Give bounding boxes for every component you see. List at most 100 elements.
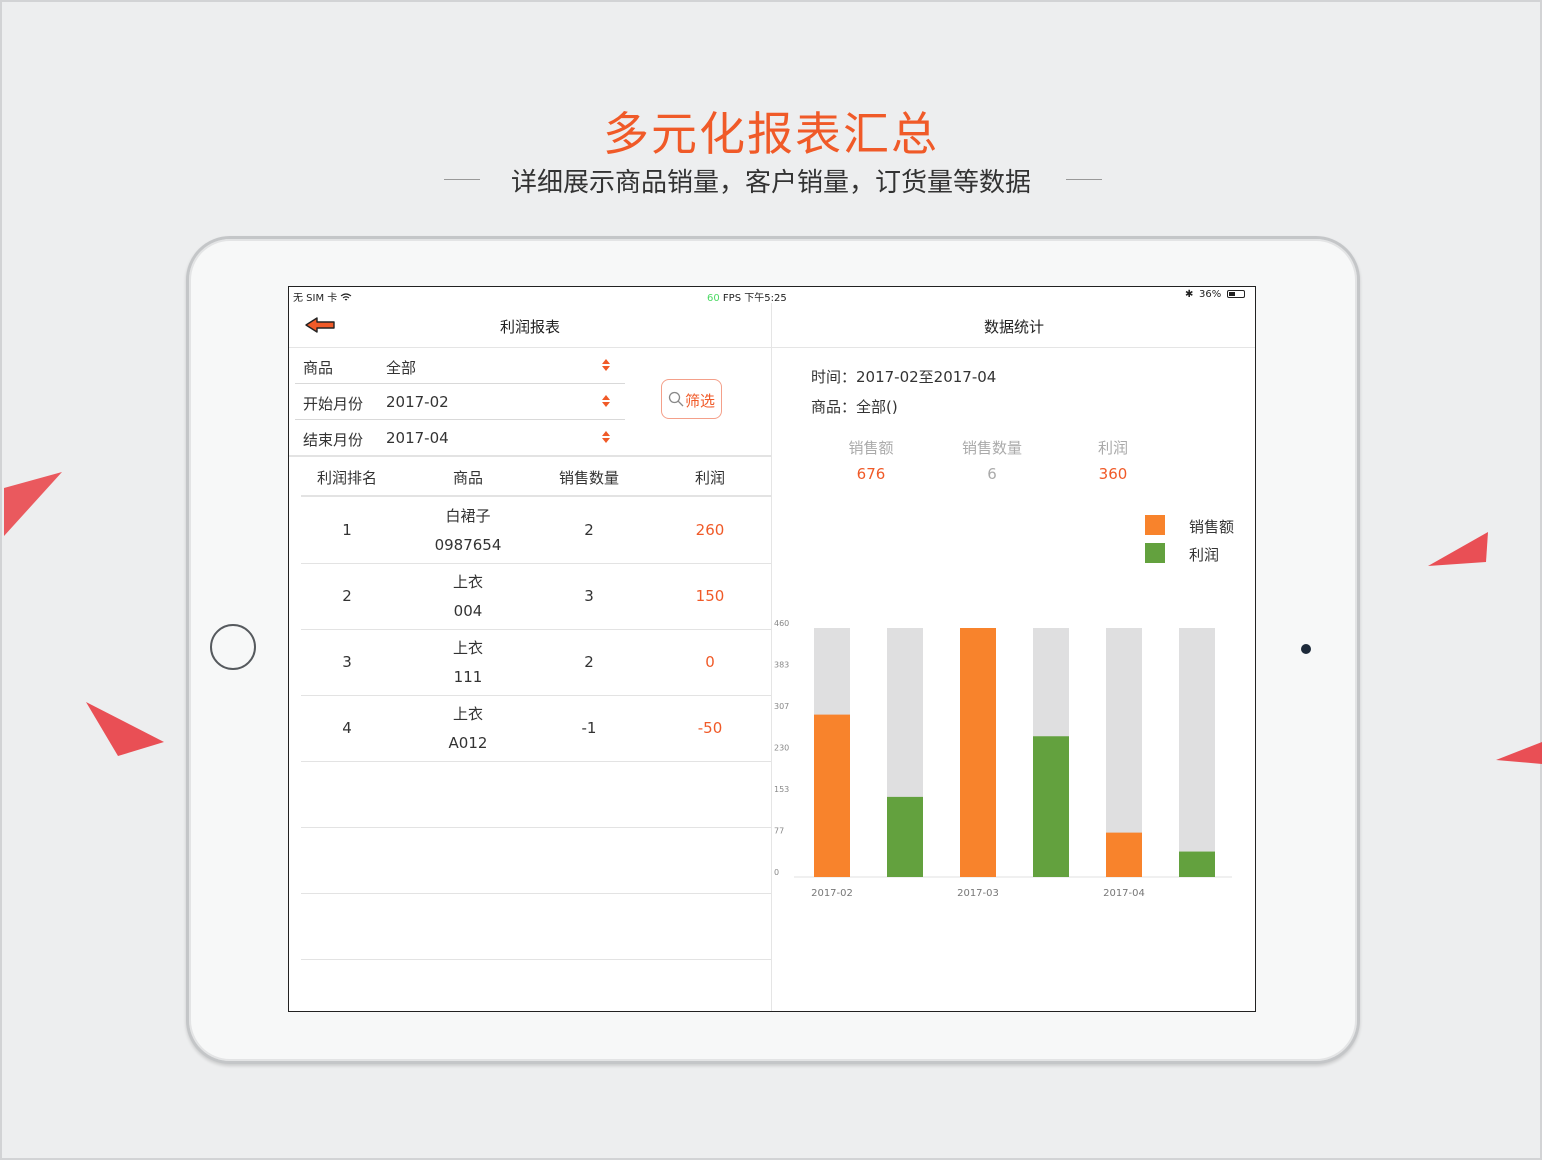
- sort-arrows-icon: [602, 359, 610, 371]
- y-tick-label: 77: [774, 827, 784, 836]
- carrier-text: 无 SIM 卡: [293, 289, 352, 304]
- data-statistics-panel: 数据统计 时间：2017-02至2017-04 商品：全部() 销售额 销售数量…: [772, 303, 1255, 1011]
- bluetooth-icon: ✱: [1185, 289, 1194, 300]
- row-divider: [301, 761, 771, 762]
- status-bar: 无 SIM 卡 60 FPS 下午5:25 ✱ 36%: [289, 287, 1255, 304]
- legend-label-sales: 销售额: [1189, 518, 1235, 536]
- filter-search-button[interactable]: 筛选: [661, 379, 722, 419]
- y-tick-label: 230: [774, 744, 789, 753]
- back-arrow-icon[interactable]: [305, 315, 337, 335]
- stat-label-sales: 销售额: [848, 439, 894, 457]
- filter-label: 开始月份: [303, 395, 364, 413]
- bar-profit: [887, 796, 923, 877]
- bar-sales: [814, 714, 850, 877]
- filter-value: 2017-02: [386, 393, 449, 411]
- y-tick-label: 153: [774, 785, 789, 794]
- tablet-screen: 无 SIM 卡 60 FPS 下午5:25 ✱ 36% 利润报表 商品 全部 开…: [288, 286, 1256, 1012]
- cell-product-code: 0987654: [434, 536, 502, 554]
- y-tick-label: 460: [774, 619, 789, 628]
- legend-swatch-sales: [1145, 515, 1165, 535]
- filter-label: 结束月份: [303, 431, 364, 449]
- battery-percent: 36%: [1199, 289, 1222, 300]
- battery-icon: [1227, 290, 1245, 298]
- stat-value-profit: 360: [1098, 465, 1128, 483]
- sales-profit-bar-chart: 460 383 307 230 153 77 0 2017-02 2017-03 2017-04: [774, 619, 1232, 899]
- stat-label-profit: 利润: [1097, 439, 1128, 457]
- stat-value-sales: 676: [856, 465, 886, 483]
- time-range-text: 时间：2017-02至2017-04: [811, 368, 997, 386]
- hero-title: 多元化报表汇总: [603, 107, 939, 161]
- wifi-icon: [341, 293, 352, 301]
- x-tick-label: 2017-04: [1103, 888, 1145, 899]
- row-divider: [301, 695, 771, 696]
- cell-product-name: 上衣: [452, 573, 483, 591]
- cell-profit: 260: [695, 521, 725, 539]
- y-tick-label: 0: [774, 868, 779, 877]
- cell-rank: 3: [342, 653, 352, 671]
- x-tick-label: 2017-03: [957, 888, 999, 899]
- hero-subtitle: 详细展示商品销量，客户销量，订货量等数据: [510, 168, 1031, 198]
- search-button-label: 筛选: [685, 392, 716, 410]
- bar-profit: [1033, 736, 1069, 877]
- panel-title: 数据统计: [983, 318, 1044, 336]
- cell-product-code: A012: [448, 734, 488, 752]
- fps-time: 60 FPS 下午5:25: [707, 293, 787, 304]
- cell-product-name: 白裙子: [445, 507, 491, 525]
- legend-swatch-profit: [1145, 543, 1165, 563]
- row-divider: [301, 959, 771, 960]
- front-camera: [1301, 644, 1311, 654]
- filter-divider: [289, 455, 771, 457]
- filter-value: 2017-04: [386, 429, 449, 447]
- bar-sales: [1106, 832, 1142, 877]
- page-title: 利润报表: [499, 318, 560, 336]
- filter-end-month[interactable]: 结束月份 2017-04: [295, 420, 625, 455]
- sort-arrows-icon: [602, 431, 610, 443]
- bar-sales: [960, 628, 996, 877]
- cell-rank: 1: [342, 521, 352, 539]
- divider-right: [1066, 179, 1102, 180]
- col-header-rank: 利润排名: [316, 469, 377, 487]
- decor-shard-left-bottom: [86, 702, 164, 756]
- col-header-qty: 销售数量: [558, 469, 619, 487]
- row-divider: [301, 629, 771, 630]
- cell-product-code: 111: [453, 668, 483, 686]
- profit-report-panel: 利润报表 商品 全部 开始月份 2017-02 结束月份 2017-04 筛选 …: [289, 303, 772, 1011]
- decor-shard-left-top: [4, 472, 62, 536]
- header-divider: [301, 495, 771, 497]
- sort-arrows-icon: [602, 395, 610, 407]
- y-tick-label: 383: [774, 661, 789, 670]
- product-text: 商品：全部(): [811, 398, 898, 416]
- x-tick-label: 2017-02: [811, 888, 853, 899]
- filter-label: 商品: [303, 359, 334, 377]
- stat-label-qty: 销售数量: [961, 439, 1022, 457]
- divider-left: [444, 179, 480, 180]
- cell-qty: 2: [584, 653, 594, 671]
- right-nav-bar: 数据统计: [772, 303, 1255, 348]
- filter-product[interactable]: 商品 全部: [295, 348, 625, 384]
- cell-product-name: 上衣: [452, 705, 483, 723]
- cell-profit: -50: [697, 719, 723, 737]
- home-button[interactable]: [210, 624, 256, 670]
- bar-profit: [1179, 851, 1215, 877]
- filter-value: 全部: [386, 359, 417, 377]
- row-divider: [301, 827, 771, 828]
- y-tick-label: 307: [774, 702, 789, 711]
- cell-product-code: 004: [453, 602, 483, 620]
- col-header-profit: 利润: [694, 469, 725, 487]
- cell-profit: 150: [695, 587, 725, 605]
- decor-shard-right-top: [1428, 532, 1488, 566]
- search-icon: [668, 391, 684, 407]
- legend-label-profit: 利润: [1189, 546, 1220, 564]
- decor-shard-right-bottom: [1496, 742, 1542, 764]
- cell-rank: 2: [342, 587, 352, 605]
- row-divider: [301, 893, 771, 894]
- bar-background: [1179, 628, 1215, 877]
- cell-profit: 0: [705, 653, 715, 671]
- filter-start-month[interactable]: 开始月份 2017-02: [295, 384, 625, 420]
- cell-qty: 2: [584, 521, 594, 539]
- col-header-product: 商品: [452, 469, 483, 487]
- cell-qty: -1: [581, 719, 597, 737]
- left-nav-bar: 利润报表: [289, 303, 771, 348]
- stat-value-qty: 6: [987, 465, 997, 483]
